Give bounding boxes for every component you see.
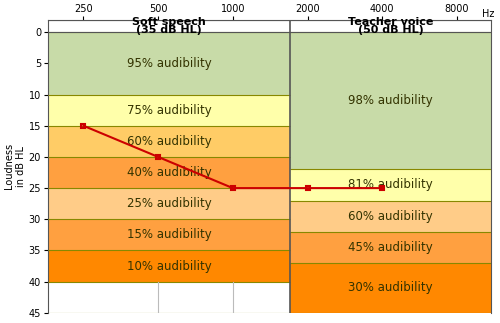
Bar: [48, 20, 492, 32]
Text: 25% audibility: 25% audibility: [126, 197, 212, 210]
Text: Teacher voice: Teacher voice: [348, 16, 434, 26]
Text: 10% audibility: 10% audibility: [126, 260, 212, 273]
Text: 15% audibility: 15% audibility: [126, 228, 212, 241]
Bar: [48, 126, 290, 157]
Bar: [48, 157, 290, 188]
Bar: [48, 219, 290, 250]
Bar: [48, 282, 290, 313]
Bar: [48, 95, 290, 126]
Text: 75% audibility: 75% audibility: [126, 104, 212, 117]
Text: 98% audibility: 98% audibility: [348, 94, 433, 107]
Text: 60% audibility: 60% audibility: [348, 210, 433, 223]
Text: 45% audibility: 45% audibility: [348, 241, 433, 254]
Y-axis label: Loudness
in dB HL: Loudness in dB HL: [4, 143, 26, 189]
Text: 95% audibility: 95% audibility: [126, 57, 212, 70]
Bar: [290, 232, 492, 263]
Text: Hz: Hz: [482, 9, 494, 19]
Text: Soft speech: Soft speech: [132, 16, 206, 26]
Text: (50 dB HL): (50 dB HL): [358, 25, 424, 35]
Bar: [290, 263, 492, 313]
Bar: [48, 250, 290, 282]
Bar: [290, 201, 492, 232]
Text: 30% audibility: 30% audibility: [348, 281, 433, 294]
Bar: [290, 169, 492, 201]
Text: 60% audibility: 60% audibility: [126, 135, 212, 148]
Text: (35 dB HL): (35 dB HL): [136, 25, 202, 35]
Bar: [290, 32, 492, 169]
Text: 81% audibility: 81% audibility: [348, 179, 433, 192]
Text: 40% audibility: 40% audibility: [126, 166, 212, 179]
Bar: [48, 32, 290, 95]
Bar: [48, 188, 290, 219]
